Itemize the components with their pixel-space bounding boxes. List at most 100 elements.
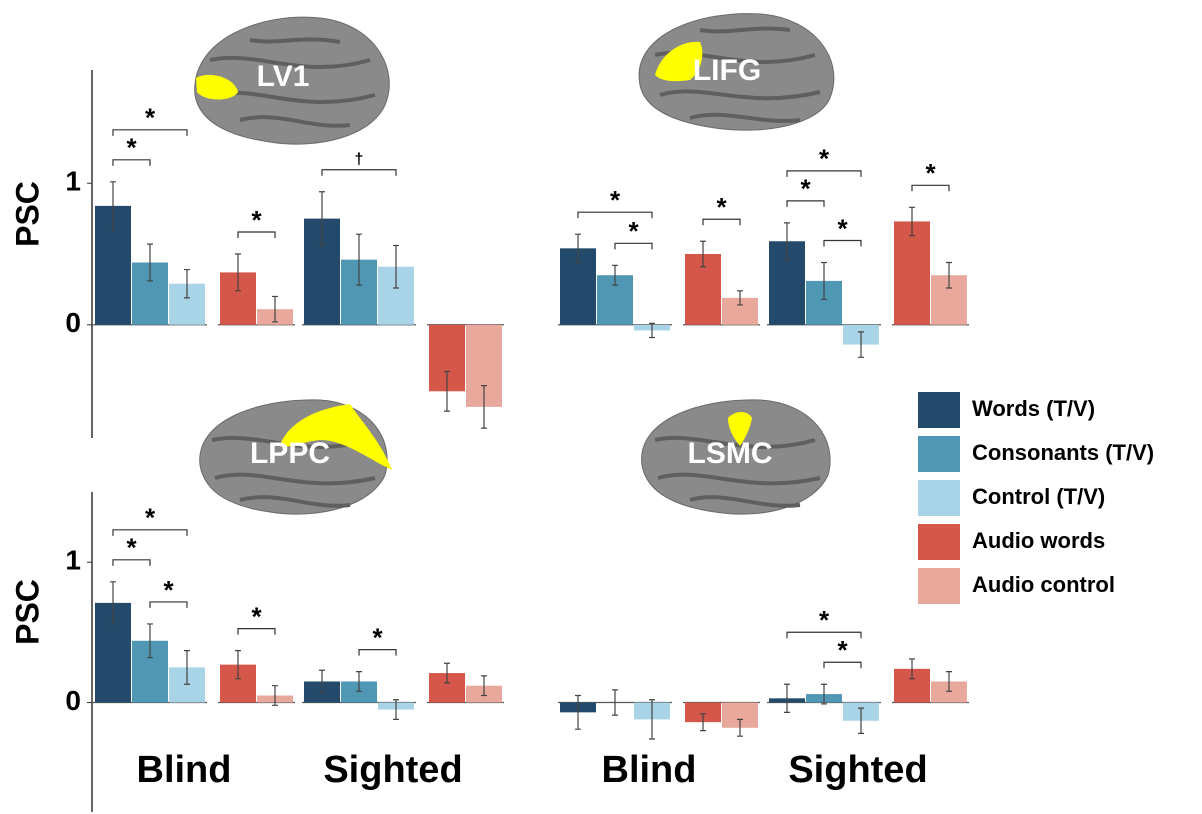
error-bar — [110, 581, 116, 625]
x-tick-label: Sighted — [323, 749, 462, 791]
error-bar — [393, 699, 399, 720]
significance-bracket — [237, 231, 276, 238]
error-bar — [272, 685, 278, 706]
significance-label: * — [716, 192, 727, 222]
error-bar — [147, 243, 153, 282]
significance-bracket — [823, 239, 862, 247]
legend-label: Words (T/V) — [972, 396, 1095, 421]
significance-label: * — [251, 601, 262, 631]
significance-label: * — [837, 635, 848, 665]
error-bar — [356, 233, 362, 286]
error-bar — [909, 658, 915, 680]
legend-label: Audio control — [972, 572, 1115, 597]
significance-label: * — [126, 533, 137, 563]
error-bar — [858, 707, 864, 735]
error-bar — [649, 322, 655, 339]
y-axis-label: PSC — [9, 181, 45, 247]
significance-label: * — [163, 575, 174, 605]
panel: 0 1 PSC LV1 * * * † — [9, 60, 504, 438]
significance-bracket — [112, 529, 188, 536]
significance-bracket — [823, 661, 862, 669]
significance-label: * — [819, 144, 830, 174]
legend: Words (T/V) Consonants (T/V) Control (T/V)… — [918, 392, 1154, 604]
significance-bracket — [321, 169, 397, 176]
significance-label: * — [372, 623, 383, 653]
brain-lppc — [199, 399, 392, 515]
error-bar — [700, 240, 706, 268]
error-bar — [575, 694, 581, 730]
error-bar — [184, 649, 190, 685]
legend-label: Control (T/V) — [972, 484, 1105, 509]
significance-label: * — [610, 185, 621, 215]
significance-bracket — [149, 601, 188, 608]
error-bar — [784, 222, 790, 261]
legend-swatch — [918, 392, 960, 428]
error-bar — [319, 669, 325, 694]
error-bar — [481, 385, 487, 429]
significance-bracket — [702, 218, 741, 226]
error-bar — [147, 623, 153, 659]
significance-bracket — [577, 211, 653, 219]
error-bar — [319, 191, 325, 247]
error-bar — [737, 718, 743, 737]
significance-bracket — [614, 242, 653, 250]
error-bar — [612, 689, 618, 716]
legend-swatch — [918, 524, 960, 560]
error-bar — [946, 671, 952, 692]
error-bar — [235, 649, 241, 680]
panel: 0 1 PSC LPPC Blind Sighted * * * * * — [9, 437, 504, 812]
error-bar — [946, 261, 952, 289]
significance-label: † — [355, 151, 364, 168]
error-bar — [110, 181, 116, 231]
error-bar — [272, 295, 278, 323]
error-bar — [575, 233, 581, 264]
error-bar — [784, 683, 790, 713]
significance-label: * — [251, 205, 262, 235]
error-bar — [858, 331, 864, 358]
legend-label: Consonants (T/V) — [972, 440, 1154, 465]
significance-label: * — [628, 216, 639, 246]
legend-swatch — [918, 568, 960, 604]
bar — [931, 681, 967, 703]
significance-bracket — [112, 559, 151, 566]
bar — [685, 702, 721, 723]
significance-bracket — [786, 631, 862, 639]
panel: LSMC Blind Sighted ** — [558, 437, 969, 791]
legend-swatch — [918, 436, 960, 472]
legend-swatch — [918, 480, 960, 516]
significance-bracket — [237, 627, 276, 635]
y-tick-label: 1 — [65, 545, 81, 576]
panel-title: LPPC — [250, 437, 330, 470]
significance-label: * — [925, 158, 936, 188]
significance-label: * — [145, 503, 156, 533]
significance-bracket — [911, 184, 950, 192]
x-tick-label: Sighted — [788, 749, 927, 791]
panel-title: LV1 — [257, 60, 310, 93]
significance-label: * — [800, 174, 811, 204]
error-bar — [821, 261, 827, 300]
significance-label: * — [837, 213, 848, 243]
legend-label: Audio words — [972, 528, 1105, 553]
significance-bracket — [786, 200, 825, 207]
y-tick-label: 0 — [65, 685, 81, 716]
error-bar — [481, 675, 487, 697]
error-bar — [184, 268, 190, 299]
error-bar — [393, 244, 399, 289]
significance-bracket — [786, 170, 862, 177]
error-bar — [821, 683, 827, 705]
error-bar — [444, 370, 450, 412]
error-bar — [612, 264, 618, 286]
panel-title: LSMC — [688, 437, 773, 470]
error-bar — [235, 253, 241, 292]
y-axis-label: PSC — [9, 579, 45, 645]
bar — [341, 681, 377, 703]
brain-lsmc — [641, 399, 831, 515]
y-tick-label: 0 — [65, 307, 81, 338]
x-tick-label: Blind — [602, 749, 697, 791]
bar — [894, 221, 930, 325]
significance-bracket — [112, 159, 151, 166]
significance-label: * — [819, 605, 830, 635]
error-bar — [737, 290, 743, 306]
